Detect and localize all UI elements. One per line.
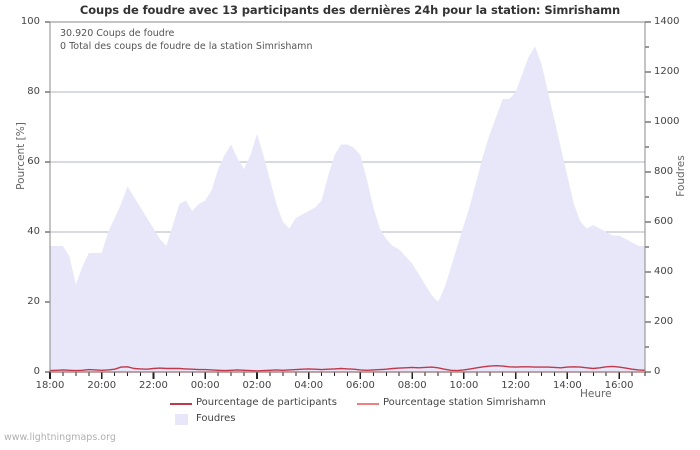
chart-title: Coups de foudre avec 13 participants des… (79, 3, 621, 17)
x-tick-label: 10:00 (449, 380, 479, 391)
y-tick-label-left: 0 (33, 366, 40, 377)
annotation-total-strokes: 30.920 Coups de foudre (60, 28, 175, 39)
x-tick-label: 08:00 (397, 380, 427, 391)
x-tick-label: 02:00 (242, 380, 272, 391)
y-tick-label-right: 400 (654, 266, 674, 277)
y-tick-label-left: 20 (27, 296, 40, 307)
y-tick-label-left: 100 (20, 16, 40, 27)
y-tick-label-right: 1400 (654, 16, 680, 27)
y-tick-label-right: 1000 (654, 116, 680, 127)
legend-label[interactable]: Foudres (196, 413, 236, 424)
y-tick-label-right: 1200 (654, 66, 680, 77)
x-tick-label: 12:00 (501, 380, 531, 391)
y-tick-label-right: 200 (654, 316, 674, 327)
watermark-lightningmaps: www.lightningmaps.org (4, 432, 116, 443)
legend-label[interactable]: Pourcentage station Simrishamn (383, 397, 546, 408)
area-series-foudres (50, 46, 645, 372)
x-tick-label: 16:00 (604, 380, 634, 391)
axis-tick-marks (45, 21, 651, 379)
x-tick-label: 04:00 (294, 380, 324, 391)
x-tick-label: 20:00 (87, 380, 117, 391)
x-tick-label: 22:00 (139, 380, 168, 391)
legend-box-swatch (175, 414, 188, 425)
y-tick-label-left: 40 (27, 226, 40, 237)
x-tick-label: 14:00 (552, 380, 582, 391)
y-tick-label-right: 600 (654, 216, 674, 227)
x-tick-label: 06:00 (346, 380, 375, 391)
x-tick-label: 00:00 (190, 380, 220, 391)
plot-frame (49, 21, 646, 373)
y-tick-label-right: 0 (654, 366, 661, 377)
legend-line-swatch (357, 403, 379, 405)
y-tick-label-left: 60 (27, 156, 40, 167)
y-tick-label-left: 80 (27, 86, 40, 97)
annotation-station-strokes: 0 Total des coups de foudre de la statio… (60, 41, 313, 52)
x-tick-label: 18:00 (35, 380, 65, 391)
legend-line-swatch (170, 403, 192, 405)
legend-label[interactable]: Pourcentage de participants (196, 397, 337, 408)
y-tick-label-right: 800 (654, 166, 674, 177)
x-axis-label: Heure (580, 388, 612, 400)
